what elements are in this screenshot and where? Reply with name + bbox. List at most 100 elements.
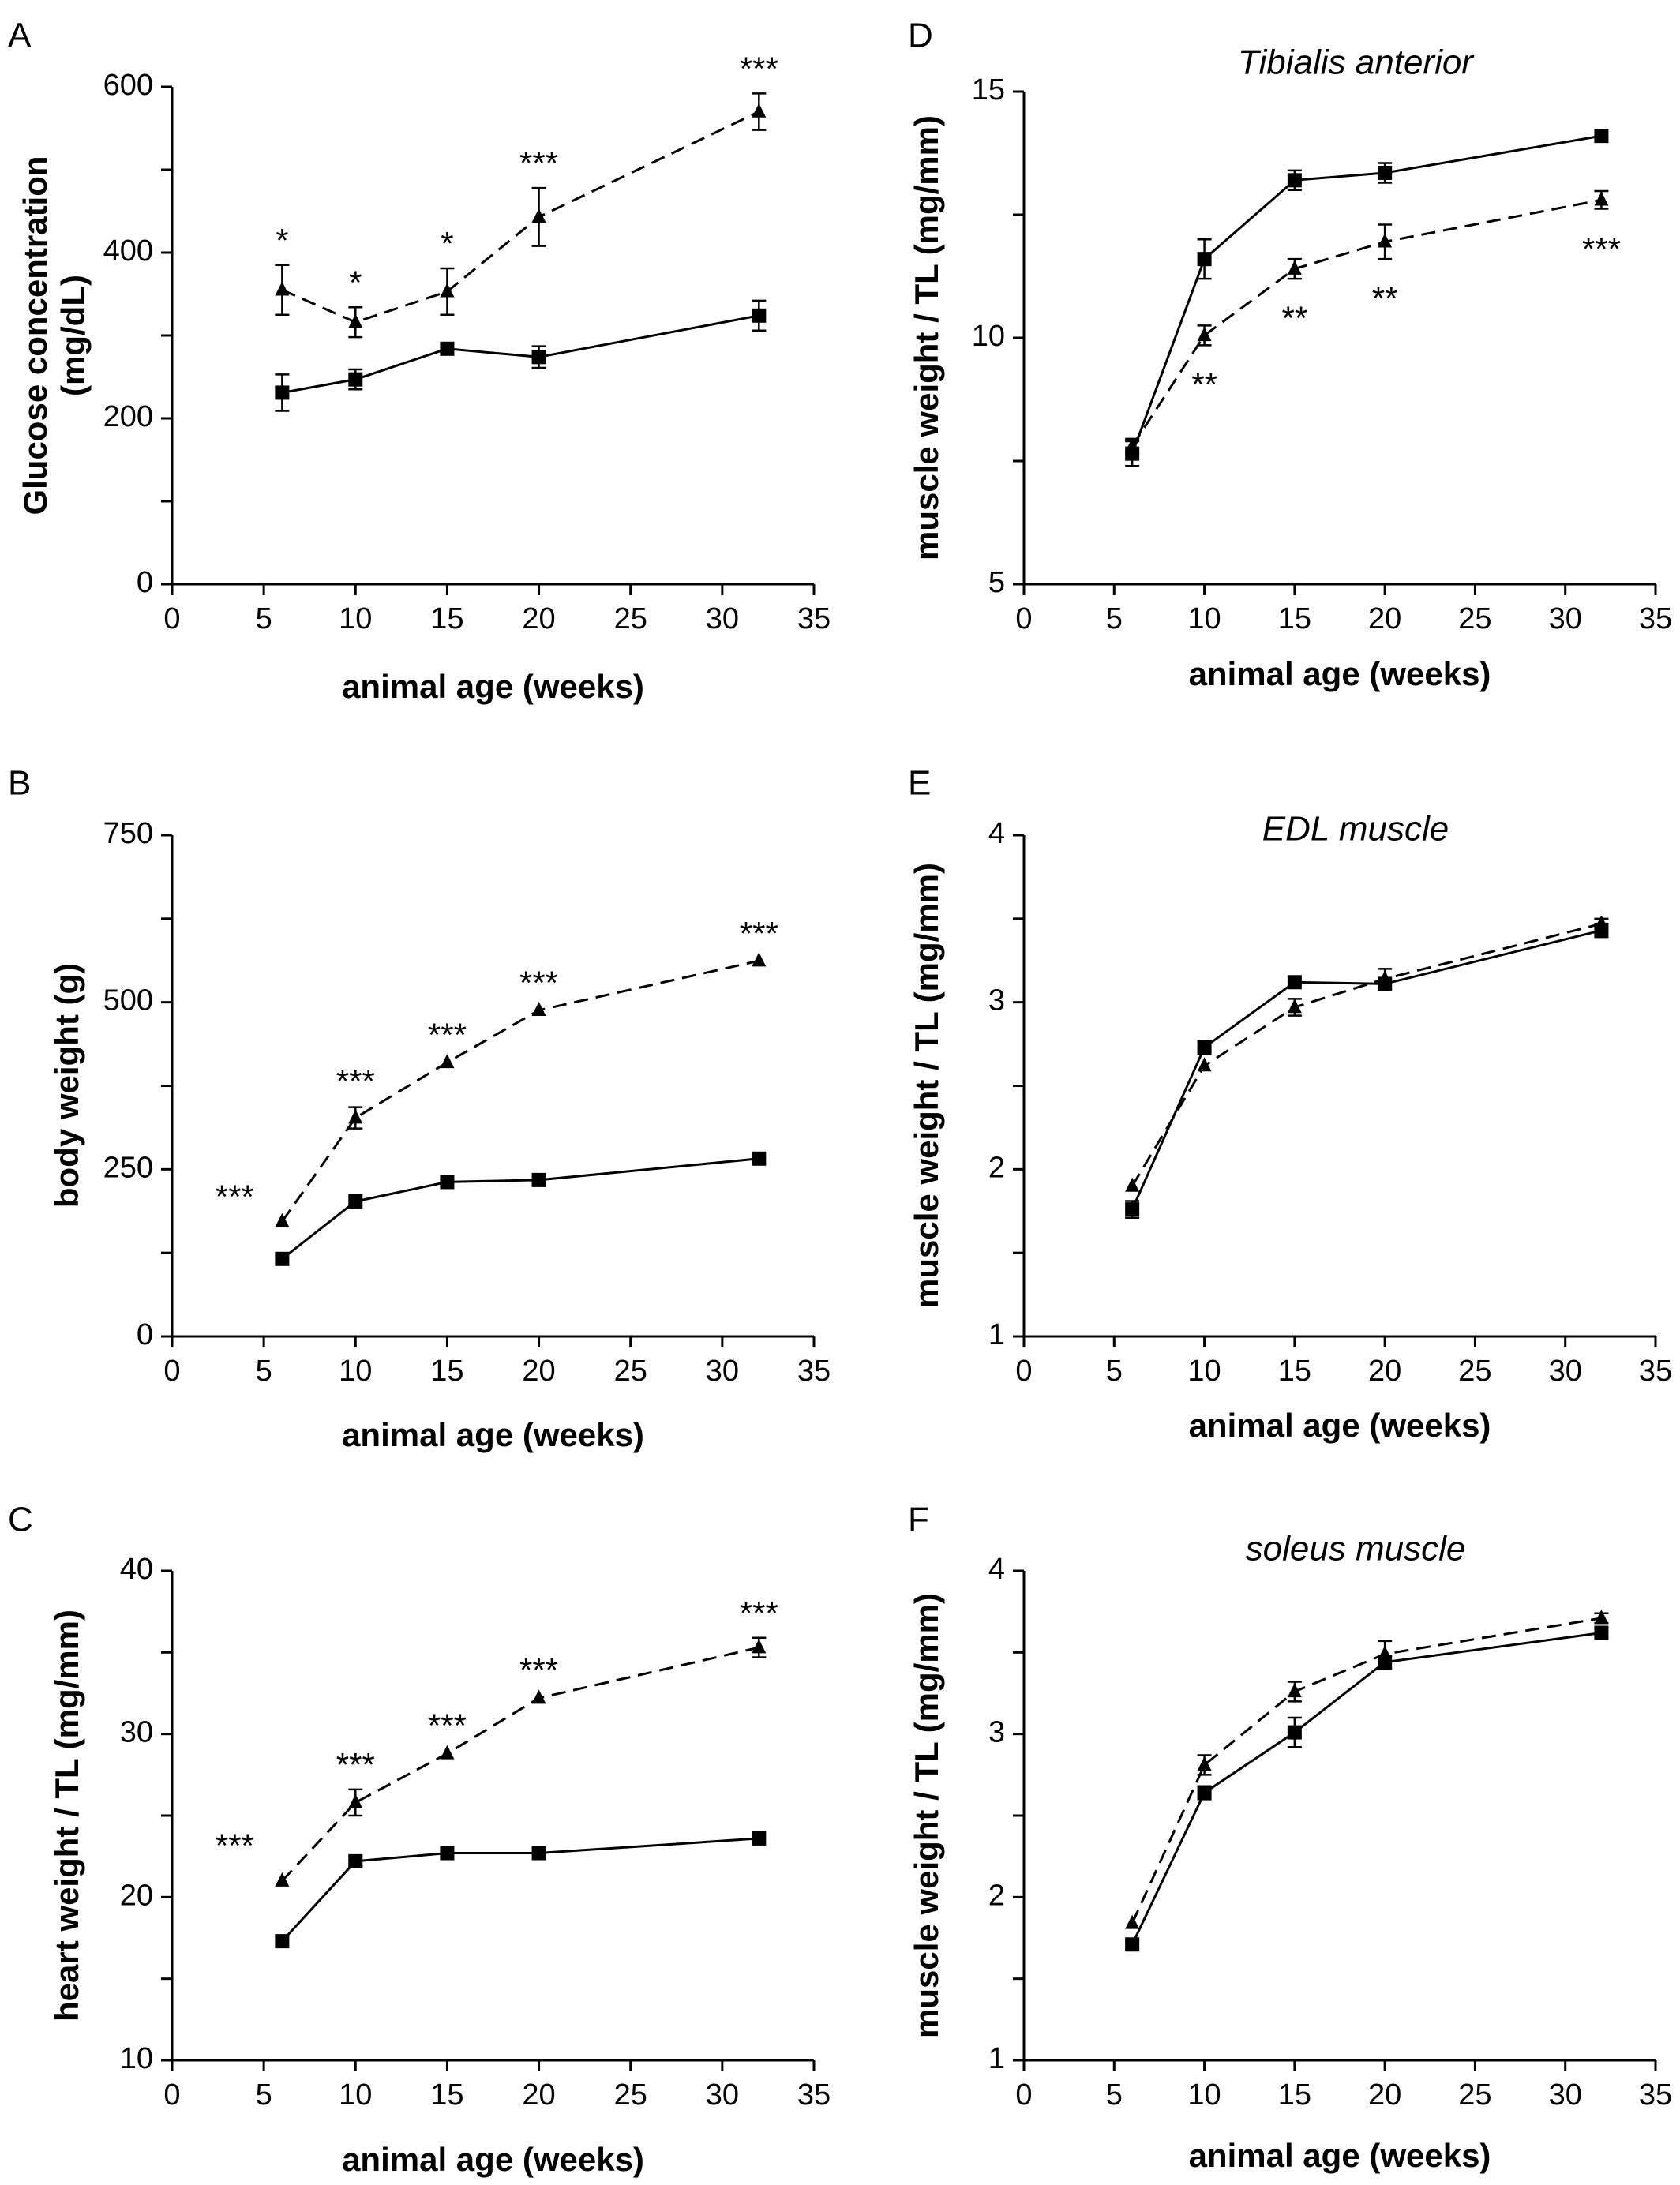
series-line [1131, 1617, 1602, 1925]
x-tick-label: 10 [1187, 2078, 1221, 2112]
x-tick-label: 15 [430, 2078, 463, 2112]
data-point-triangle [1594, 915, 1609, 930]
x-axis-label: animal age (weeks) [342, 2141, 644, 2178]
data-point-triangle [1125, 1177, 1140, 1192]
significance-label: *** [428, 1707, 467, 1744]
data-point-square [348, 1194, 363, 1209]
x-tick-label: 0 [1015, 602, 1032, 635]
x-axis-label: animal age (weeks) [342, 1416, 644, 1453]
y-tick-label: 400 [103, 234, 153, 268]
x-tick-label: 5 [256, 2078, 272, 2112]
x-tick-label: 30 [1549, 602, 1582, 635]
series-line [1131, 198, 1602, 448]
data-point-square [1287, 975, 1302, 990]
data-point-square [1125, 1202, 1140, 1217]
significance-label: *** [519, 965, 558, 1002]
panel-letter: E [908, 764, 931, 803]
y-tick-label: 30 [120, 1716, 153, 1749]
x-tick-label: 35 [797, 2078, 831, 2112]
x-tick-label: 0 [1015, 1355, 1032, 1388]
panel-title: EDL muscle [1262, 810, 1449, 849]
x-tick-label: 20 [522, 602, 555, 635]
y-tick-label: 2 [988, 1151, 1005, 1184]
panel-title: soleus muscle [1246, 1530, 1466, 1568]
data-point-square [440, 341, 455, 356]
x-tick-label: 0 [163, 602, 180, 635]
x-tick-label: 0 [1015, 2078, 1032, 2112]
data-point-square [1197, 252, 1212, 267]
x-tick-label: 30 [706, 1355, 739, 1388]
panel-letter: D [908, 17, 933, 55]
data-point-square [1287, 1725, 1302, 1740]
x-tick-label: 10 [339, 2078, 372, 2112]
y-tick-label: 3 [988, 1716, 1005, 1749]
series-square [275, 299, 767, 412]
data-point-triangle [1287, 1683, 1302, 1698]
x-tick-label: 35 [797, 1355, 831, 1388]
x-tick-label: 30 [706, 602, 739, 635]
x-tick-label: 25 [1458, 602, 1491, 635]
series-square [1125, 922, 1609, 1219]
y-tick-label: 40 [120, 1553, 153, 1586]
y-axis-label: muscle weight / TL (mg/mm) [908, 863, 945, 1308]
data-point-square [752, 308, 767, 323]
x-tick-label: 15 [1278, 602, 1311, 635]
y-tick-label: 1 [988, 1318, 1005, 1351]
data-point-triangle [1378, 970, 1393, 985]
x-tick-label: 35 [797, 602, 831, 635]
significance-label: *** [740, 915, 778, 952]
data-point-square [348, 1853, 363, 1868]
x-axis-label: animal age (weeks) [1189, 655, 1491, 692]
x-tick-label: 30 [706, 2078, 739, 2112]
data-point-square [440, 1175, 455, 1190]
y-tick-label: 600 [103, 69, 153, 102]
data-point-triangle [440, 1745, 455, 1760]
y-axis-label: heart weight / TL (mg/mm) [48, 1610, 85, 2022]
data-point-square [275, 385, 290, 400]
series-triangle [1125, 189, 1609, 455]
panel-title: Tibialis anterior [1238, 43, 1475, 82]
data-point-triangle [1378, 1645, 1393, 1660]
series-square [275, 1831, 767, 1949]
data-point-triangle [275, 281, 290, 296]
x-tick-label: 25 [1458, 1355, 1491, 1388]
x-tick-label: 25 [614, 2078, 647, 2112]
y-axis-label: muscle weight / TL (mg/mm) [908, 115, 945, 560]
x-tick-label: 20 [522, 1355, 555, 1388]
significance-label: *** [740, 1595, 778, 1632]
data-point-triangle [1125, 1914, 1140, 1929]
y-axis-label: (mg/dL) [54, 275, 92, 396]
data-point-triangle [348, 1793, 363, 1808]
series-line [1131, 134, 1602, 455]
data-point-triangle [1197, 1756, 1212, 1771]
y-tick-label: 750 [103, 817, 153, 850]
x-tick-label: 35 [1639, 2078, 1672, 2112]
data-point-triangle [531, 1002, 546, 1017]
x-tick-label: 5 [256, 1355, 272, 1388]
data-point-square [440, 1846, 455, 1861]
panel-c: C 0 5 10 15 20 25 30 35 10 20 30 40 animal age (weeks… [8, 1501, 831, 2178]
series-square [1125, 1625, 1609, 1952]
significance-label: *** [216, 1827, 254, 1864]
significance-label: ** [1372, 279, 1398, 317]
x-tick-label: 5 [1106, 2078, 1123, 2112]
significance-label: * [441, 225, 453, 262]
x-tick-label: 25 [614, 1355, 647, 1388]
x-tick-label: 15 [1278, 1355, 1311, 1388]
data-point-square [1594, 129, 1609, 144]
y-tick-label: 0 [137, 566, 153, 599]
data-point-triangle [275, 1212, 290, 1227]
series-triangle [275, 92, 767, 339]
data-point-square [1287, 173, 1302, 188]
y-tick-label: 20 [120, 1879, 153, 1912]
significance-label: ** [1282, 299, 1308, 336]
data-point-square [752, 1831, 767, 1846]
panel-letter: A [8, 17, 32, 55]
x-tick-label: 5 [1106, 602, 1123, 635]
y-axis-label: body weight (g) [48, 963, 85, 1208]
panel-letter: F [908, 1501, 929, 1539]
x-tick-label: 15 [430, 1355, 463, 1388]
data-point-square [752, 1151, 767, 1166]
